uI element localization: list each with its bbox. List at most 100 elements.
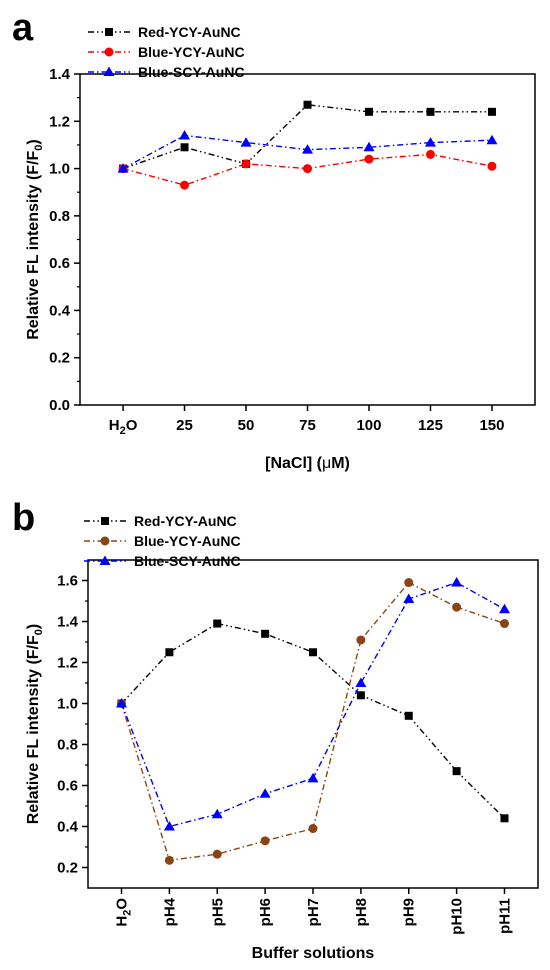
x-axis-label: [NaCl] (μM) bbox=[265, 455, 350, 472]
data-point bbox=[303, 164, 312, 174]
x-tick-label: H2O bbox=[114, 898, 134, 927]
data-point bbox=[364, 107, 373, 116]
data-point bbox=[500, 814, 509, 823]
data-point bbox=[164, 855, 174, 865]
series-blue-ycy-aunc bbox=[117, 578, 509, 865]
y-tick-label: 1.0 bbox=[57, 696, 78, 713]
y-tick-label: 0.4 bbox=[49, 302, 71, 319]
data-point bbox=[403, 593, 415, 603]
legend: Red-YCY-AuNC Blue-YCY-AuNC Blue-SCY-AuNC bbox=[84, 513, 241, 569]
data-point bbox=[355, 677, 367, 687]
legend-marker bbox=[105, 28, 113, 36]
plot-frame bbox=[79, 73, 536, 406]
data-point bbox=[424, 137, 436, 147]
chart-panel-b: b 0.2 0.4 0.6 0.8 1.0 1.2 1.4 1.6 H2O pH4 pH5 pH6 pH… bbox=[12, 497, 539, 962]
series-red-ycy-aunc bbox=[117, 619, 509, 823]
legend-entry: Blue-SCY-AuNC bbox=[134, 553, 241, 569]
legend-marker bbox=[99, 555, 111, 565]
series-line bbox=[122, 104, 492, 170]
data-point bbox=[165, 648, 174, 657]
legend-entry: Blue-YCY-AuNC bbox=[138, 44, 245, 60]
data-point bbox=[308, 824, 318, 834]
data-point bbox=[116, 698, 128, 708]
plot-frame bbox=[87, 559, 539, 889]
legend-entry: Red-YCY-AuNC bbox=[134, 513, 237, 529]
data-point bbox=[498, 603, 510, 614]
data-point bbox=[452, 602, 462, 612]
y-tick-label: 0.2 bbox=[49, 350, 70, 367]
data-point bbox=[451, 577, 463, 587]
y-tick-label: 0.6 bbox=[49, 255, 70, 272]
data-point bbox=[213, 619, 222, 628]
data-point bbox=[486, 134, 498, 145]
series-blue-scy-aunc bbox=[116, 577, 510, 831]
legend-marker bbox=[101, 517, 109, 525]
data-point bbox=[404, 711, 413, 720]
x-tick-label: 25 bbox=[176, 417, 193, 434]
x-tick-label: pH10 bbox=[449, 898, 466, 935]
series-line bbox=[120, 581, 505, 828]
data-point bbox=[425, 149, 435, 159]
x-tick-label: pH11 bbox=[496, 898, 513, 934]
data-point bbox=[240, 137, 252, 147]
data-point bbox=[211, 808, 223, 819]
data-point bbox=[261, 629, 270, 638]
series-blue-scy-aunc bbox=[117, 129, 498, 173]
data-point bbox=[426, 107, 435, 116]
x-tick-label: 150 bbox=[479, 417, 504, 434]
data-point bbox=[363, 141, 375, 152]
y-tick-label: 0.0 bbox=[49, 397, 70, 414]
data-point bbox=[260, 836, 270, 846]
data-point bbox=[180, 180, 190, 190]
data-point bbox=[241, 159, 251, 169]
data-point bbox=[307, 772, 319, 783]
y-tick-label: 1.2 bbox=[49, 113, 70, 130]
data-point bbox=[117, 163, 129, 173]
y-tick-label: 1.4 bbox=[49, 66, 71, 83]
legend-entry: Blue-YCY-AuNC bbox=[134, 533, 241, 549]
y-tick-label: 1.4 bbox=[57, 614, 79, 631]
data-point bbox=[302, 144, 313, 154]
series-blue-ycy-aunc bbox=[118, 149, 497, 190]
data-point bbox=[259, 788, 271, 798]
data-point bbox=[179, 129, 191, 140]
y-tick-label: 0.8 bbox=[57, 737, 78, 754]
x-tick-label: pH6 bbox=[257, 898, 274, 926]
data-point bbox=[180, 143, 189, 152]
x-axis-label: Buffer solutions bbox=[252, 945, 375, 962]
data-point bbox=[309, 648, 317, 657]
data-point bbox=[487, 161, 497, 171]
x-tick-label: pH7 bbox=[305, 898, 322, 926]
legend-entry: Red-YCY-AuNC bbox=[138, 24, 241, 40]
y-axis-label: Relative FL intensity (F/F0) bbox=[25, 624, 45, 825]
panel-label-a: a bbox=[12, 7, 34, 49]
x-tick-label: pH9 bbox=[401, 898, 418, 926]
y-tick-label: 0.8 bbox=[49, 208, 70, 225]
data-point bbox=[452, 767, 461, 776]
data-point bbox=[487, 107, 496, 116]
x-tick-label: pH5 bbox=[209, 898, 226, 926]
data-point bbox=[212, 849, 222, 859]
x-tick-label: pH8 bbox=[353, 898, 370, 926]
y-tick-label: 1.2 bbox=[57, 655, 78, 672]
data-point bbox=[499, 619, 509, 629]
x-tick-label: 125 bbox=[418, 417, 443, 434]
series-red-ycy-aunc bbox=[119, 100, 496, 173]
data-point bbox=[356, 691, 365, 700]
legend-marker bbox=[100, 536, 110, 546]
data-point bbox=[303, 100, 312, 109]
data-point bbox=[163, 821, 175, 831]
data-point bbox=[404, 578, 414, 588]
y-tick-label: 0.4 bbox=[57, 819, 79, 836]
y-axis-label: Relative FL intensity (F/F0) bbox=[25, 139, 45, 340]
legend: Red-YCY-AuNC Blue-YCY-AuNC Blue-SCY-AuNC bbox=[88, 24, 245, 80]
x-tick-label: H2O bbox=[109, 417, 138, 437]
data-point bbox=[356, 635, 366, 645]
series-line bbox=[120, 581, 505, 862]
x-tick-label: 100 bbox=[356, 417, 381, 434]
chart-panel-a: a 0.0 0.2 0.4 0.6 0.8 1.0 1.2 1.4 H2O 25 50 75 100 12… bbox=[12, 7, 536, 472]
legend-marker bbox=[104, 47, 114, 57]
legend-marker bbox=[103, 66, 115, 76]
x-tick-label: 75 bbox=[299, 417, 316, 434]
